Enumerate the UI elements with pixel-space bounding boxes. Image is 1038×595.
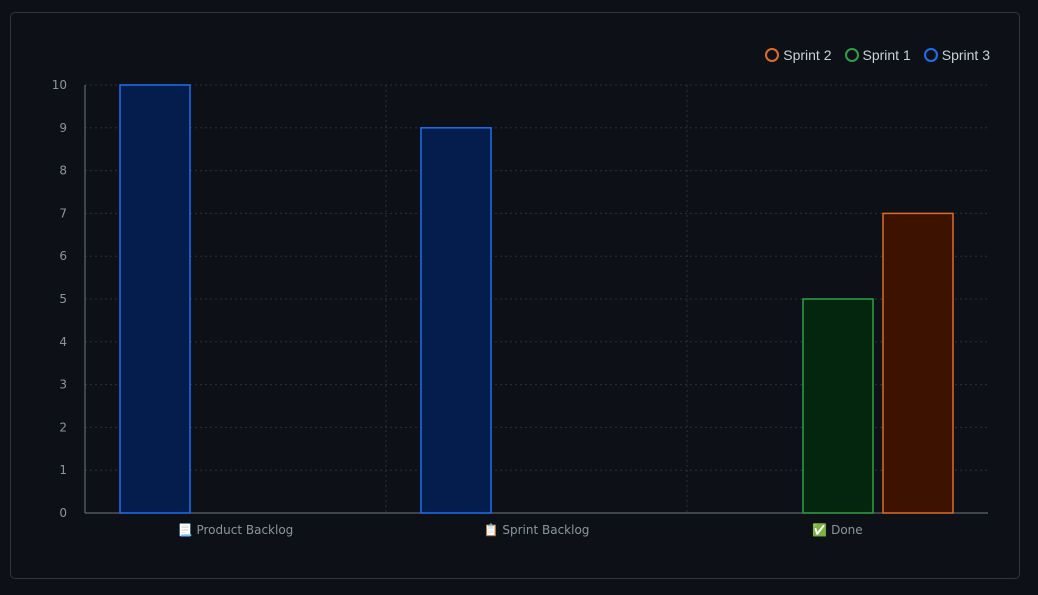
y-tick-label: 4 [59,335,67,349]
bar-sprint-3 [420,127,492,514]
y-tick-label: 8 [59,164,67,178]
legend-swatch-icon [844,48,859,62]
x-category-label: 📃 Product Backlog [178,523,294,537]
legend-item[interactable]: Sprint 3 [923,47,990,63]
legend-item[interactable]: Sprint 1 [844,47,911,63]
y-tick-label: 10 [52,78,67,92]
legend-item[interactable]: Sprint 2 [765,47,832,63]
chart-legend: Sprint 2 Sprint 1 Sprint 3 [765,47,990,63]
bar-sprint-2 [882,212,954,514]
legend-swatch-icon [765,48,780,62]
legend-label: Sprint 3 [941,47,990,63]
x-category-label: 📋 Sprint Backlog [484,523,590,537]
bar-sprint-1 [802,298,874,514]
legend-label: Sprint 1 [862,47,911,63]
y-tick-label: 2 [59,420,67,434]
x-category-label: ✅ Done [812,523,862,537]
legend-swatch-icon [923,48,938,62]
y-tick-label: 7 [59,206,67,220]
y-tick-label: 3 [59,378,67,392]
legend-label: Sprint 2 [783,47,832,63]
y-tick-label: 5 [59,292,67,306]
bar-sprint-3 [119,84,191,514]
y-tick-label: 9 [59,121,67,135]
y-tick-label: 0 [59,506,67,520]
y-tick-label: 1 [59,463,67,477]
y-tick-label: 6 [59,249,67,263]
